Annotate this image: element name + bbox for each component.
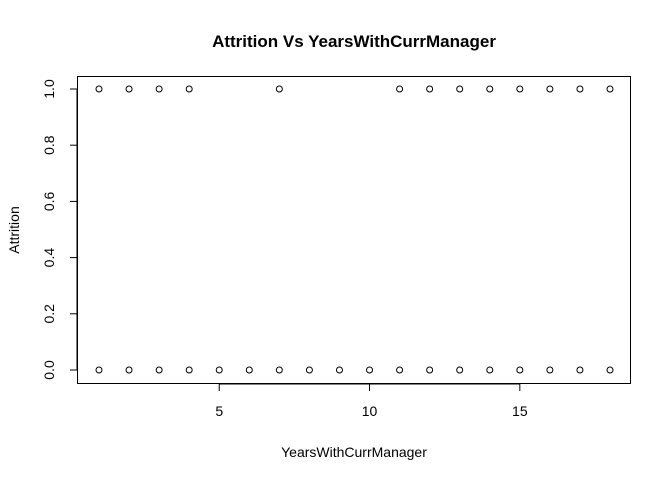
data-point xyxy=(486,366,494,374)
y-tick-label: 1.0 xyxy=(41,79,57,99)
data-point xyxy=(155,85,163,93)
chart-title: Attrition Vs YearsWithCurrManager xyxy=(212,32,496,51)
data-point xyxy=(366,366,374,374)
data-point xyxy=(245,366,253,374)
data-point xyxy=(396,366,404,374)
data-point xyxy=(275,85,283,93)
y-tick-label: 0.4 xyxy=(41,248,57,268)
data-point xyxy=(155,366,163,374)
x-tick-label: 5 xyxy=(215,403,223,419)
data-point xyxy=(95,85,103,93)
data-point xyxy=(456,85,464,93)
data-point xyxy=(456,366,464,374)
data-point xyxy=(576,366,584,374)
data-point xyxy=(516,85,524,93)
data-point xyxy=(125,85,133,93)
data-point xyxy=(95,366,103,374)
data-point xyxy=(396,85,404,93)
x-tick-label: 10 xyxy=(362,403,378,419)
y-tick-label: 0.2 xyxy=(41,304,57,324)
y-tick-label: 0.6 xyxy=(41,191,57,211)
y-tick-label: 0.0 xyxy=(41,360,57,380)
data-point xyxy=(185,85,193,93)
data-point xyxy=(426,366,434,374)
data-point xyxy=(125,366,133,374)
data-point xyxy=(185,366,193,374)
data-point xyxy=(426,85,434,93)
y-axis: 0.0 0.2 0.4 0.6 0.8 1.0 xyxy=(41,79,78,380)
data-point xyxy=(546,366,554,374)
data-point xyxy=(486,85,494,93)
data-point xyxy=(576,85,584,93)
x-axis-label: YearsWithCurrManager xyxy=(281,444,427,460)
data-point xyxy=(606,366,614,374)
data-point xyxy=(335,366,343,374)
data-points xyxy=(95,85,614,374)
data-point xyxy=(305,366,313,374)
y-axis-label: Attrition xyxy=(6,206,22,253)
y-tick-label: 0.8 xyxy=(41,135,57,155)
data-point xyxy=(606,85,614,93)
plot-frame xyxy=(77,76,631,384)
data-point xyxy=(215,366,223,374)
data-point xyxy=(546,85,554,93)
x-axis: 5 10 15 xyxy=(215,383,528,419)
data-point xyxy=(275,366,283,374)
data-point xyxy=(516,366,524,374)
x-tick-label: 15 xyxy=(512,403,528,419)
